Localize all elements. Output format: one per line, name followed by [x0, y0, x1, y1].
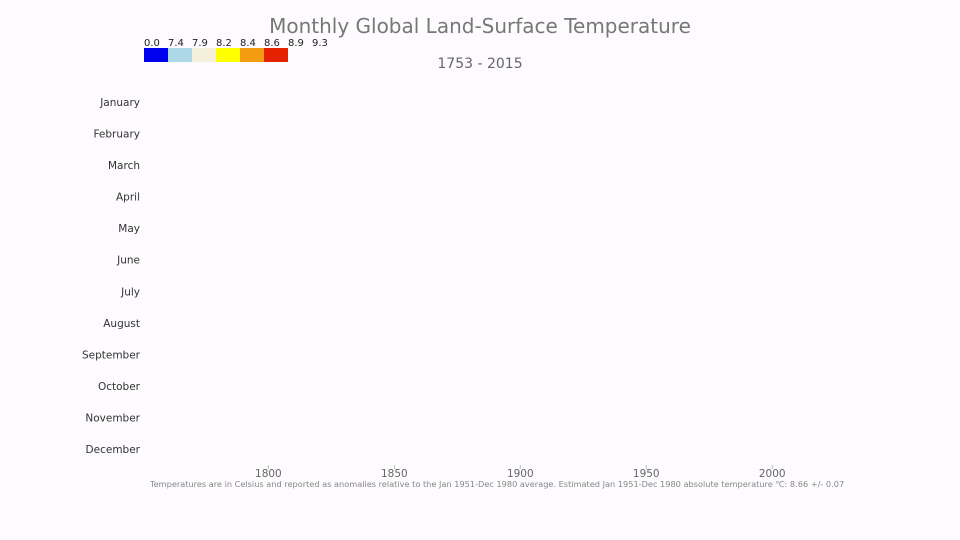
y-tick-label-may: May — [118, 223, 140, 235]
y-tick-label-august: August — [103, 318, 140, 330]
x-axis: 1800 1850 1900 1950 2000 — [255, 465, 786, 480]
x-tick-label-2000: 2000 — [759, 468, 786, 480]
legend-swatch-3 — [216, 48, 240, 62]
x-tick-label-1900: 1900 — [507, 468, 534, 480]
legend-label-4: 8.4 — [240, 38, 256, 49]
y-tick-label-september: September — [82, 349, 141, 361]
legend-swatch-1 — [168, 48, 192, 62]
y-tick-label-october: October — [98, 381, 141, 393]
legend-label-0: 0.0 — [144, 38, 160, 49]
y-tick-label-january: January — [99, 97, 140, 109]
x-tick-label-1850: 1850 — [381, 468, 408, 480]
legend-label-3: 8.2 — [216, 38, 232, 49]
y-tick-label-july: July — [120, 286, 140, 298]
legend-label-7: 9.3 — [312, 38, 328, 49]
legend-swatch-2 — [192, 48, 216, 62]
y-tick-label-april: April — [116, 192, 140, 204]
x-tick-label-1950: 1950 — [633, 468, 660, 480]
x-tick-label-1800: 1800 — [255, 468, 282, 480]
y-tick-label-february: February — [93, 128, 140, 140]
y-tick-label-november: November — [85, 413, 140, 425]
y-tick-label-december: December — [86, 444, 141, 456]
y-axis: January February March April May June July Augu… — [82, 97, 141, 456]
legend-swatch-5 — [264, 48, 288, 62]
chart-title: Monthly Global Land-Surface Temperature — [269, 14, 691, 38]
legend-label-1: 7.4 — [168, 38, 184, 49]
chart-footnote: Temperatures are in Celsius and reported… — [150, 479, 845, 489]
legend-swatch-0 — [144, 48, 168, 62]
legend-label-5: 8.6 — [264, 38, 280, 49]
legend-swatch-4 — [240, 48, 264, 62]
legend-label-6: 8.9 — [288, 38, 304, 49]
color-legend: 0.0 7.4 7.9 8.2 8.4 8.6 8.9 9.3 — [144, 38, 328, 62]
legend-label-2: 7.9 — [192, 38, 208, 49]
chart-subtitle: 1753 - 2015 — [437, 56, 523, 72]
y-tick-label-june: June — [116, 255, 140, 267]
y-tick-label-march: March — [108, 160, 140, 172]
